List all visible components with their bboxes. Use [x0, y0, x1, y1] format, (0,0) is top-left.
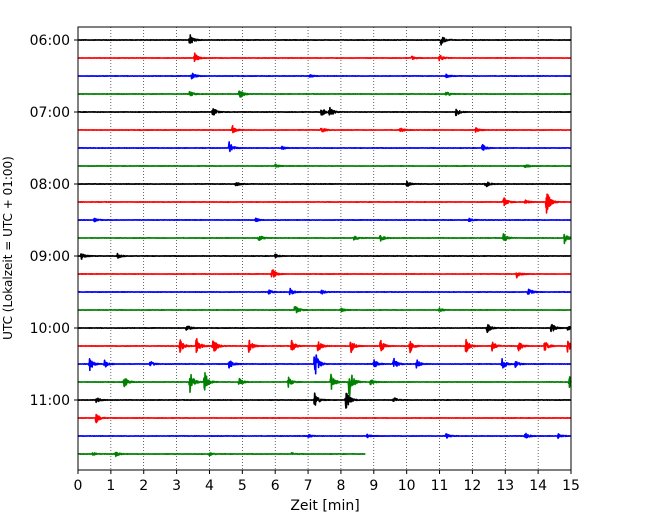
x-tick-label: 4	[205, 478, 214, 494]
traces	[77, 34, 572, 458]
x-tick-label: 6	[271, 478, 280, 494]
trace-1130	[77, 432, 572, 440]
x-tick-label: 13	[496, 478, 514, 494]
x-tick-label: 14	[529, 478, 547, 494]
y-tick-label: 10:00	[30, 321, 70, 337]
trace-1000	[77, 323, 572, 334]
y-tick-label: 07:00	[30, 105, 70, 121]
x-tick-label: 2	[139, 478, 148, 494]
y-tick-label: 08:00	[30, 177, 70, 193]
x-tick-label: 5	[238, 478, 247, 494]
trace-0600	[77, 34, 572, 46]
grid	[110, 27, 539, 470]
x-tick-label: 15	[562, 478, 580, 494]
plot-area	[78, 27, 571, 470]
trace-0900	[77, 252, 572, 260]
x-tick-label: 3	[172, 478, 181, 494]
x-tick-label: 8	[336, 478, 345, 494]
x-axis-title: Zeit [min]	[290, 498, 359, 514]
trace-0630	[77, 72, 572, 80]
trace-0845	[77, 233, 572, 245]
trace-1045	[77, 372, 572, 398]
y-tick-label: 11:00	[30, 393, 70, 409]
trace-0700	[77, 106, 572, 117]
x-tick-label: 9	[369, 478, 378, 494]
trace-1030	[77, 354, 572, 375]
y-tick-label: 09:00	[30, 249, 70, 265]
x-tick-label: 10	[398, 478, 416, 494]
trace-0830	[77, 217, 572, 223]
trace-0915	[77, 269, 572, 279]
trace-1015	[77, 337, 572, 354]
trace-0715	[77, 124, 572, 134]
y-axis: 06:00 07:00 08:00 09:00 10:00 11:00	[30, 33, 78, 409]
x-tick-label: 7	[304, 478, 313, 494]
trace-1115	[77, 413, 572, 424]
trace-1100	[77, 392, 572, 409]
trace-0730	[77, 141, 572, 153]
y-axis-title: UTC (Lokalzeit = UTC + 01:00)	[1, 156, 15, 340]
x-tick-label: 1	[106, 478, 115, 494]
x-tick-label: 0	[74, 478, 83, 494]
y-tick-label: 06:00	[30, 33, 70, 49]
trace-1145	[77, 451, 366, 458]
trace-0945	[77, 305, 572, 314]
trace-0615	[77, 52, 572, 63]
trace-0800	[77, 180, 572, 188]
x-tick-label: 12	[463, 478, 481, 494]
trace-0930	[77, 287, 572, 296]
x-axis: 0 1 2 3 4 5 6 7 8 9 10 11 12 13 14 15	[74, 470, 580, 494]
plot-frame	[77, 26, 572, 471]
x-tick-label: 11	[431, 478, 449, 494]
trace-0815	[77, 193, 572, 214]
trace-0645	[77, 90, 572, 98]
trace-0745	[77, 163, 572, 169]
